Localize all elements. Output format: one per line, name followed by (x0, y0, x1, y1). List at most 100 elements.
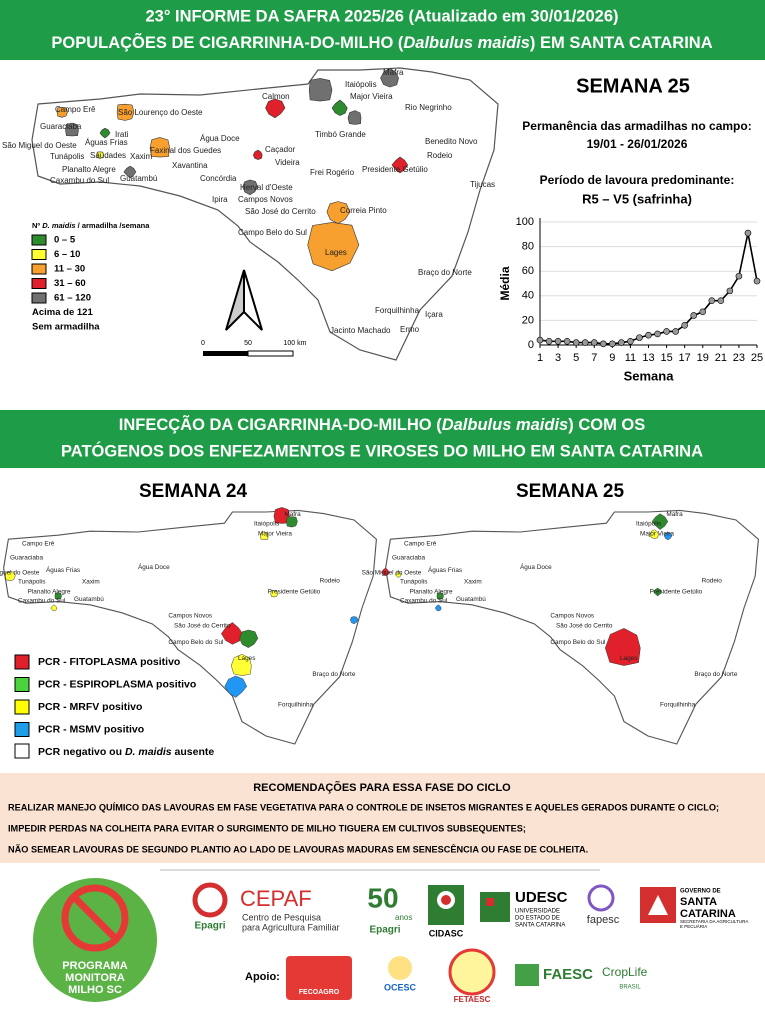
udesc-logo: UDESC UNIVERSIDADE DO ESTADO DE SANTA CA… (480, 889, 568, 929)
region (286, 516, 298, 528)
legend-swatch (31, 234, 47, 246)
point (618, 339, 625, 346)
municipality-label: Campo Erê (404, 541, 437, 548)
recommendation: NÃO SEMEAR LAVOURAS DE SEGUNDO PLANTIO A… (8, 843, 588, 854)
x-tick-label: 15 (660, 352, 672, 364)
municipality-label: Major Vieira (640, 530, 674, 537)
municipality-label: São José do Cerrito (245, 207, 316, 216)
municipality-label: Frei Rogério (310, 168, 355, 177)
scale-label: 0 (201, 340, 205, 347)
legend-label: 6 – 10 (54, 249, 80, 260)
region (663, 532, 673, 541)
x-tick-label: 25 (751, 352, 763, 364)
logo-text: SECRETARIA DA AGRICULTURA (680, 919, 748, 924)
text: D. maidis (42, 221, 75, 230)
municipality-label: Planalto Alegre (62, 165, 116, 174)
municipality-label: Braço do Norte (312, 671, 355, 678)
region (649, 529, 659, 540)
government-logo: GOVERNO DE SANTA CATARINA SECRETARIA DA … (640, 887, 748, 929)
region (116, 103, 135, 121)
scale-label: 100 km (284, 340, 307, 347)
municipality-label: Major Vieira (258, 530, 292, 537)
region (239, 629, 259, 648)
municipality-label: Braço do Norte (418, 268, 472, 277)
municipality-label: Campo Belo do Sul (238, 228, 307, 237)
municipality-label: Içara (425, 310, 443, 319)
municipality-label: Mafra (383, 68, 404, 77)
legend-label: Sem armadilha (32, 322, 100, 333)
point (708, 297, 716, 305)
legend-swatch (31, 249, 47, 260)
municipality-label: Ipira (212, 195, 228, 204)
region (260, 531, 269, 541)
municipality-label: Água Doce (200, 134, 240, 143)
region (5, 571, 16, 582)
municipality-label: Rodeio (702, 577, 723, 584)
municipality-label: Forquilhinha (278, 701, 314, 708)
point (699, 308, 707, 316)
municipality-label: Caçador (265, 145, 296, 154)
text: Dalbulus maidis (403, 34, 530, 52)
header-line: POPULAÇÕES DE CIGARRINHA-DO-MILHO (Dalbu… (51, 32, 712, 52)
municipality-label: Lages (325, 248, 347, 257)
permanence-label: Permanência das armadilhas no campo: (522, 119, 751, 133)
map-title: SEMANA 24 (139, 481, 247, 502)
point (636, 334, 643, 341)
legend-swatch (31, 278, 47, 289)
logo-text: FECOAGRO (299, 989, 340, 996)
recommendations-box (0, 773, 765, 863)
municipality-label: Rodeio (427, 151, 453, 160)
point (663, 328, 670, 335)
point (645, 331, 652, 339)
municipality-label: Campo Belo do Sul (550, 639, 605, 646)
permanence-dates: 19/01 - 26/01/2026 (587, 137, 688, 151)
point (744, 229, 752, 237)
region (123, 165, 137, 179)
point (572, 339, 580, 346)
legend-label: Acima de 121 (32, 307, 93, 318)
recommendation: IMPEDIR PERDAS NA COLHEITA PARA EVITAR O… (8, 823, 526, 833)
legend-swatch (31, 263, 47, 275)
anniversary-logo: 50 anos Epagri (367, 882, 412, 935)
municipality-label: Jacinto Machado (330, 326, 391, 335)
y-tick-label: 80 (522, 241, 534, 253)
municipality-label: Tijucas (470, 180, 495, 189)
region (96, 151, 104, 159)
x-tick-label: 13 (642, 352, 654, 364)
x-tick-label: 7 (591, 352, 597, 364)
logo-text: Epagri (369, 925, 400, 936)
municipality-label: Caxambu do Sul (50, 176, 109, 185)
map: Campo Erê São Lourenço do Oeste Guaraciaba… (2, 67, 499, 361)
municipality-label: Xaxim (464, 578, 482, 585)
text: POPULAÇÕES DE CIGARRINHA-DO-MILHO ( (51, 32, 404, 52)
municipality-label: Tunápolis (400, 578, 427, 585)
region (221, 622, 243, 645)
municipality-label: Campo Erê (22, 541, 55, 548)
text: INFECÇÃO DA CIGARRINHA-DO-MILHO ( (119, 414, 442, 434)
municipality-label: Lages (238, 655, 255, 662)
municipality-label: Mafra (666, 511, 683, 518)
legend-swatch (14, 699, 30, 715)
logo-text: fapesc (587, 914, 620, 926)
point (735, 272, 743, 280)
cepaf-logo: Epagri CEPAF Centro de Pesquisa para Agr… (192, 882, 340, 932)
legend-label: PCR negativo ou D. maidis ausente (38, 746, 214, 758)
section-line: INFECÇÃO DA CIGARRINHA-DO-MILHO (Dalbulu… (119, 414, 645, 434)
logo-text: CATARINA (680, 908, 736, 920)
point (690, 312, 698, 319)
municipality-label: Xaxim (82, 578, 100, 585)
x-tick-label: 5 (573, 352, 579, 364)
region (331, 99, 348, 116)
municipality-label: Xavantina (172, 161, 208, 170)
legend-title: Nº D. maidis / armadilha /semana (32, 221, 150, 230)
municipality-label: Guaraciaba (392, 554, 425, 561)
legend-label: PCR - MRFV positivo (38, 701, 142, 713)
municipality-label: São Miguel do Oeste (362, 569, 422, 576)
point (753, 277, 761, 285)
section-line: PATÓGENOS DOS ENFEZAMENTOS E VIROSES DO … (61, 441, 703, 460)
region (252, 149, 263, 160)
municipality-label: Campos Novos (550, 613, 594, 620)
region (381, 567, 390, 577)
region (326, 201, 351, 224)
